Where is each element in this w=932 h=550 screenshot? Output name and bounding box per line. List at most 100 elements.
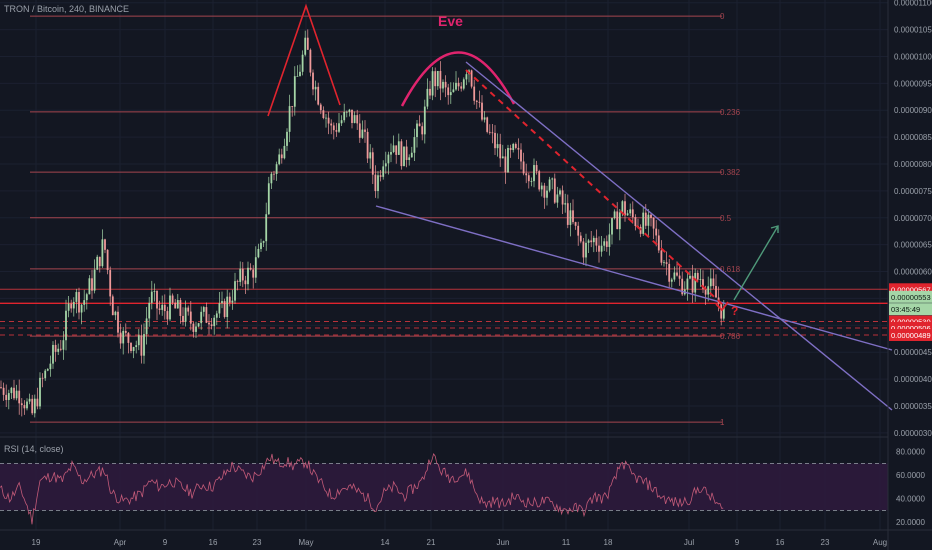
candle-body (408, 157, 411, 160)
candle-body (23, 405, 26, 409)
candle-body (416, 123, 418, 138)
candle-body (153, 290, 156, 292)
candle-body (75, 292, 78, 302)
candle-body (7, 393, 10, 401)
candle-body (657, 235, 660, 251)
candle-body (244, 280, 247, 285)
x-tick-label: 9 (735, 538, 740, 547)
candle-body (314, 86, 317, 90)
candle-body (429, 88, 431, 96)
candle-body (611, 218, 613, 235)
candle-body (65, 310, 67, 341)
candle-body (226, 296, 229, 317)
candle-body (699, 279, 702, 280)
candle-body (387, 154, 390, 164)
fib-label: 0 (720, 12, 725, 21)
y-tick-label: 0.00000300 (894, 429, 932, 438)
candle-body (501, 156, 504, 159)
candle-body (93, 269, 96, 291)
candle-body (122, 330, 125, 344)
price-badge-label: 0.00000567 (891, 285, 931, 294)
candle-body (317, 86, 320, 105)
green-arrow-line[interactable] (733, 225, 779, 301)
candle-body (44, 370, 47, 379)
candle-body (137, 335, 140, 346)
candle-body (561, 190, 564, 205)
candle-body (130, 342, 132, 351)
time-axis[interactable]: 19 Apr 9 16 23 May 14 21 Jun 11 18 Jul 9 16 23 Aug (0, 436, 932, 547)
x-tick-label: 18 (604, 538, 613, 547)
candle-body (184, 307, 187, 322)
candle-body (286, 131, 288, 146)
candle-body (62, 340, 65, 350)
candle-body (189, 311, 192, 324)
candle-body (343, 111, 346, 121)
candle-body (348, 109, 351, 112)
candle-body (366, 131, 369, 159)
price-badge-label: 0.00000506 (891, 324, 931, 333)
candle-body (634, 217, 637, 227)
candle-body (499, 144, 502, 159)
candle-body (182, 315, 184, 322)
candle-body (85, 294, 88, 301)
candle-body (473, 86, 476, 101)
horizontal-levels[interactable] (0, 288, 888, 336)
rsi-tick-label: 20.0000 (896, 518, 925, 527)
fib-label: 0.618 (720, 265, 741, 274)
candle-body (26, 401, 28, 409)
candle-body (140, 335, 143, 356)
candle-body (218, 303, 221, 314)
candle-body (410, 152, 413, 158)
candle-body (512, 143, 515, 150)
fibonacci-retracement[interactable]: 0 0.236 0.382 0.5 0.618 0.786 1 (30, 12, 741, 427)
candle-body (598, 245, 600, 252)
candle-body (483, 117, 486, 120)
candle-body (504, 156, 507, 173)
candle-body (296, 76, 299, 77)
candle-body (117, 311, 119, 333)
x-tick-label: May (298, 538, 313, 547)
candle-body (312, 72, 314, 90)
candle-body (231, 300, 234, 303)
candle-body (96, 256, 99, 270)
candle-body (509, 147, 512, 150)
candle-body (715, 285, 717, 298)
price-badge (889, 290, 932, 303)
candle-body (702, 279, 704, 289)
x-tick-label: 16 (776, 538, 785, 547)
candle-body (299, 71, 301, 77)
candle-body (322, 110, 325, 118)
rsi-panel[interactable] (0, 452, 888, 525)
dashed-projection[interactable] (465, 69, 723, 305)
candle-body (304, 37, 307, 55)
upper-trendline[interactable] (465, 61, 893, 411)
eve-arc[interactable] (400, 51, 516, 107)
candle-body (195, 326, 197, 332)
candle-body (390, 152, 392, 155)
candle-body (676, 272, 678, 276)
candle-body (585, 242, 587, 258)
head-pattern-lines[interactable] (267, 3, 341, 117)
candle-body (319, 104, 322, 111)
candle-body (33, 398, 36, 414)
candle-body (660, 250, 663, 263)
candle-body (551, 178, 554, 180)
candle-body (20, 403, 23, 406)
candle-body (540, 185, 543, 190)
candle-body (163, 304, 166, 312)
candle-body (83, 300, 86, 305)
candle-body (213, 317, 216, 327)
x-tick-label: 21 (427, 538, 436, 547)
lower-trendline[interactable] (375, 205, 893, 351)
candle-body (143, 334, 145, 356)
candle-body (670, 279, 673, 282)
drawings[interactable]: Eve ? (267, 3, 893, 411)
x-tick-label: Aug (873, 538, 887, 547)
candle-body (704, 288, 707, 295)
